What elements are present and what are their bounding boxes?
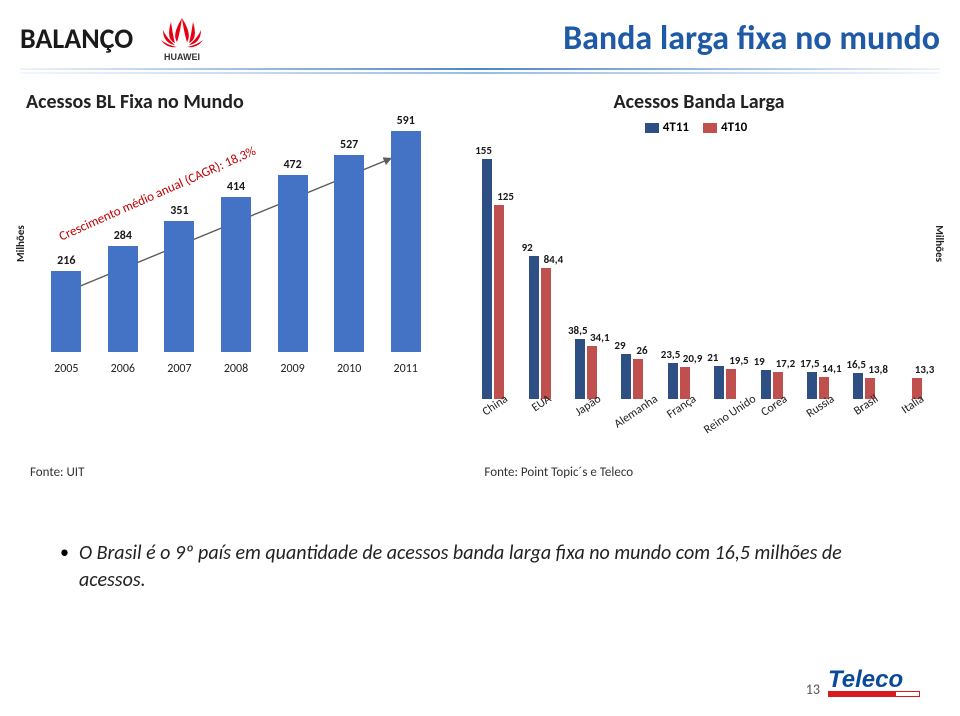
chart1-value-label: 414: [227, 180, 245, 194]
chart1-value-label: 351: [170, 204, 188, 218]
chart1-value-label: 527: [340, 138, 358, 152]
chart2-value-label: 155: [475, 144, 492, 157]
chart1-value-label: 216: [57, 254, 75, 268]
bullet-text: O Brasil é o 9º país em quantidade de ac…: [79, 540, 890, 594]
chart2-value-label: 20,9: [683, 352, 703, 365]
chart2-value-label: 16,5: [846, 358, 866, 371]
chart2-yaxis-label: Milhões: [933, 225, 946, 262]
chart2-value-label: 21: [707, 351, 718, 364]
chart1-xtick: 2009: [280, 362, 304, 376]
chart2-value-label: 17,5: [800, 357, 820, 370]
legend-item: 4T10: [703, 120, 747, 135]
chart2-value-label: 23,5: [661, 348, 681, 361]
teleco-logo: Teleco: [828, 663, 938, 706]
chart2-value-label: 17,2: [776, 357, 796, 370]
chart1-xtick: 2011: [394, 362, 418, 376]
chart2-value-label: 92: [522, 241, 533, 254]
legend-swatch: [703, 123, 717, 133]
header-divider: [20, 68, 940, 74]
section-label: BALANÇO: [20, 21, 133, 56]
chart2-value-label: 13,3: [915, 363, 935, 376]
chart2-xtick: Italia: [899, 392, 927, 417]
chart2-value-label: 19: [754, 355, 765, 368]
legend-swatch: [645, 123, 659, 133]
chart1-xtick: 2010: [337, 362, 361, 376]
chart-country-bl: Acessos Banda Larga 4T114T10 Milhões 155…: [452, 82, 940, 439]
chart1-xtick: 2005: [54, 362, 78, 376]
chart1-xtick: 2006: [111, 362, 135, 376]
chart-world-bl: Acessos BL Fixa no Mundo Milhões Crescim…: [20, 82, 440, 439]
svg-text:Teleco: Teleco: [828, 666, 903, 693]
chart1-value-label: 472: [283, 158, 301, 172]
legend-item: 4T11: [645, 120, 689, 135]
chart2-value-label: 38,5: [568, 324, 588, 337]
huawei-logo: HUAWEI: [153, 14, 211, 62]
chart2-value-label: 84,4: [544, 253, 564, 266]
chart2-title: Acessos Banda Larga: [458, 90, 940, 114]
chart2-legend: 4T11 4T10: [452, 120, 940, 135]
chart2-value-label: 125: [497, 190, 514, 203]
chart1-value-label: 591: [397, 114, 415, 128]
chart1-title: Acessos BL Fixa no Mundo: [26, 90, 440, 114]
sources-row: Fonte: UIT Fonte: Point Topic´s e Teleco: [0, 439, 960, 480]
page-number: 13: [806, 681, 820, 698]
chart2-plot: 155125China9284,4EUA38,534,1Japão2926Ale…: [470, 139, 934, 439]
svg-text:HUAWEI: HUAWEI: [164, 52, 200, 62]
chart2-value-label: 26: [636, 344, 647, 357]
chart1-yaxis-label: Milhões: [14, 225, 27, 262]
chart2-value-label: 14,1: [822, 362, 842, 375]
chart2-value-label: 34,1: [590, 331, 610, 344]
chart1-value-label: 284: [114, 229, 132, 243]
chart2-value-label: 19,5: [729, 354, 749, 367]
chart2-value-label: 29: [614, 339, 625, 352]
chart1-xtick: 2007: [167, 362, 191, 376]
bullet-marker: •: [60, 540, 69, 565]
chart2-value-label: 13,8: [868, 363, 888, 376]
charts-row: Acessos BL Fixa no Mundo Milhões Crescim…: [0, 82, 960, 439]
page-title: Banda larga fixa no mundo: [563, 18, 940, 59]
source-left: Fonte: UIT: [30, 465, 84, 480]
chart1-plot: Crescimento médio anual (CAGR): 18,3% 21…: [38, 120, 434, 380]
header: BALANÇO HUAWEI Banda larga fixa no mundo: [0, 0, 960, 68]
chart1-xtick: 2008: [224, 362, 248, 376]
content-bullet: • O Brasil é o 9º país em quantidade de …: [0, 480, 960, 594]
source-right: Fonte: Point Topic´s e Teleco: [484, 465, 633, 480]
